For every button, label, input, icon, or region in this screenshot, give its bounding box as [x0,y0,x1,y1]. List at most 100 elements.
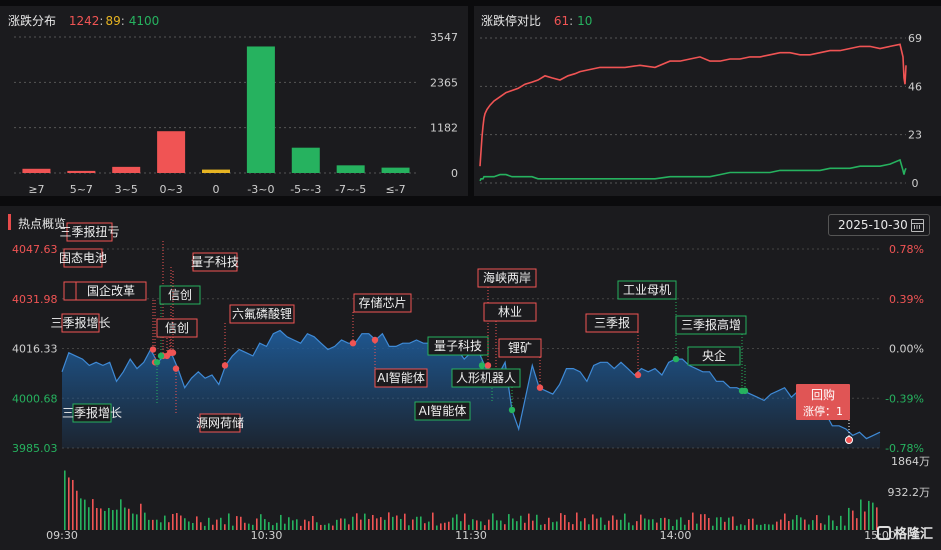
volume-bar [664,517,666,530]
tag-label: 林业 [498,305,522,319]
tag-label: 量子科技 [191,255,239,269]
tag-box [427,336,489,356]
volume-bar [632,525,634,530]
volume-bar [708,518,710,530]
title-accent [8,214,11,230]
volume-bar [712,525,714,530]
volume-bar [776,521,778,530]
volume-bar [612,515,614,530]
volume-bar [680,517,682,530]
volume-bar [444,522,446,530]
volume-bar [368,519,370,530]
calendar-icon[interactable] [911,219,924,232]
x-tick-label: ≥7 [28,183,44,196]
volume-bar [284,523,286,530]
volume-bar [76,490,78,530]
tag-label: 存储芯片 [358,295,406,310]
tag-box [192,252,238,272]
bar [202,169,230,173]
x-tick-label: -3~0 [247,183,274,196]
tag-box [159,285,201,305]
volume-bar [184,518,186,530]
tag-label: 六氟磷酸锂 [232,306,292,321]
volume-bar [548,517,550,530]
volume-tick-label: 932.2万 [888,486,931,499]
volume-bar [100,508,102,530]
volume-bar [704,514,706,530]
volume-bar [316,522,318,530]
volume-bar [424,523,426,530]
volume-bar [764,523,766,530]
date-picker[interactable]: 2025-10-30 [828,214,930,236]
volume-bar [556,521,558,530]
limit-title: 涨跌停对比 [481,14,542,28]
volume-bar [220,517,222,530]
tag-box [675,315,747,335]
volume-bar [720,517,722,530]
hot-panel: 热点概览 2025-10-30 4047.63 0.78% 4031.98 0.39%… [0,206,941,550]
volume-bar [724,521,726,530]
volume-bar [152,519,154,530]
volume-bar [864,511,866,530]
volume-bar [88,507,90,530]
volume-bar [276,522,278,530]
volume-bar [120,499,122,530]
tag-box [414,401,471,421]
volume-bar [688,519,690,530]
volume-bar [492,513,494,530]
volume-bar [636,521,638,530]
flat-count: 89 [105,14,121,28]
tag-box [156,318,198,338]
tag-box [75,281,147,301]
tag-label: 量子科技 [434,339,482,353]
volume-bar [536,514,538,530]
volume-bar [648,519,650,530]
volume-bar [564,514,566,530]
volume-bar [856,518,858,530]
volume-bar [212,524,214,530]
volume-bar [440,523,442,530]
volume-bar [488,519,490,530]
volume-bar [852,510,854,530]
x-tick-label: 0 [213,183,220,196]
watermark-logo: 格隆汇 [876,523,933,542]
y-tick-label: 4016.33 [12,343,58,356]
volume-bar [472,519,474,530]
volume-bar [552,522,554,530]
volume-bar [468,524,470,530]
x-tick-label: 5~7 [70,183,93,196]
tag-box [617,280,677,300]
tag-label: 三季报增长 [50,315,110,330]
volume-bar [780,519,782,530]
volume-bar [380,517,382,530]
x-tick-label: 10:30 [251,529,283,542]
volume-bar [796,515,798,530]
volume-bar [580,521,582,530]
logo-icon [876,525,891,540]
tag-dot [371,336,379,344]
tag-label: 固态电池 [59,251,107,265]
limit-panel: 涨跌停对比 61: 10 69 46 23 0 [474,6,941,196]
tag-dot [634,371,642,379]
volume-bar [876,507,878,530]
tag-dot [153,359,161,366]
separator: : [120,14,125,28]
distribution-chart: 3547 2365 1182 0 ≥7 5~7 3~5 0~3 0 -3~0 -5~-3 -7~-5 ≤… [14,31,458,196]
volume-bar [652,519,654,530]
volume-bar [436,525,438,530]
volume-bar [280,514,282,530]
distribution-title: 涨跌分布 [8,14,57,28]
volume-bar [684,524,686,530]
volume-bar [232,525,234,530]
volume-bar [248,523,250,530]
x-tick-label: -7~-5 [335,183,366,196]
volume-bar [500,520,502,530]
tag-dot [508,406,516,414]
volume-bar [404,513,406,530]
volume-bar [292,520,294,530]
volume-bar [112,510,114,530]
volume-bar [408,525,410,530]
volume-bar [660,518,662,530]
volume-bar [640,514,642,530]
volume-bar [860,499,862,530]
